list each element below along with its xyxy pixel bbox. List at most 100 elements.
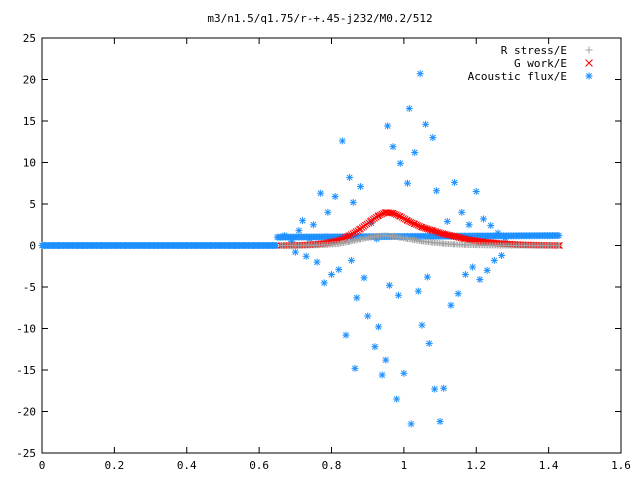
acoustic-flux-point-stroke xyxy=(292,249,299,256)
acoustic-flux-point xyxy=(320,279,328,287)
acoustic-flux-point xyxy=(465,221,473,229)
acoustic-flux-point-stroke xyxy=(429,134,436,141)
g-work-point-stroke xyxy=(425,225,432,233)
acoustic-flux-point-stroke xyxy=(357,183,364,190)
acoustic-flux-point-stroke xyxy=(386,282,393,289)
acoustic-flux-point xyxy=(490,256,498,264)
g-work-point-stroke xyxy=(376,211,384,219)
acoustic-flux-point-stroke xyxy=(395,292,402,299)
acoustic-flux-point-stroke xyxy=(317,190,324,197)
y-tick-label: -25 xyxy=(16,447,36,460)
acoustic-flux-point xyxy=(364,312,372,320)
acoustic-flux-point xyxy=(353,294,361,302)
acoustic-flux-point-stroke xyxy=(447,302,454,309)
y-tick-label: 25 xyxy=(23,32,36,45)
acoustic-flux-point xyxy=(400,369,408,377)
g-work-point-stroke xyxy=(423,225,431,233)
acoustic-flux-point xyxy=(349,198,357,206)
g-work-point-stroke xyxy=(413,221,420,229)
y-tick-label: 20 xyxy=(23,74,36,87)
g-work-point-stroke xyxy=(456,234,463,241)
acoustic-flux-point-stroke xyxy=(393,396,400,403)
acoustic-flux-point xyxy=(405,105,413,113)
acoustic-flux-point-stroke xyxy=(473,188,480,195)
g-work-point-stroke xyxy=(452,233,460,241)
x-tick-label: 1.6 xyxy=(611,459,631,472)
g-work-point-stroke xyxy=(440,230,448,238)
acoustic-flux-point xyxy=(291,248,299,256)
g-work-point xyxy=(407,218,415,226)
x-tick-label: 0.8 xyxy=(322,459,342,472)
acoustic-flux-point xyxy=(407,420,415,428)
g-work-point-stroke xyxy=(409,219,416,227)
acoustic-flux-point-stroke xyxy=(328,271,335,278)
y-tick-label: 0 xyxy=(29,240,36,253)
g-work-point-stroke xyxy=(435,229,443,236)
acoustic-flux-point xyxy=(483,266,491,274)
acoustic-flux-point xyxy=(385,281,393,289)
acoustic-flux-point-stroke xyxy=(466,221,472,228)
acoustic-flux-point-stroke xyxy=(397,160,404,167)
acoustic-flux-point xyxy=(414,287,422,295)
g-work-point-stroke xyxy=(420,224,427,232)
acoustic-flux-point-stroke xyxy=(424,274,431,281)
acoustic-flux-point xyxy=(299,217,307,225)
acoustic-flux-point-stroke xyxy=(324,209,331,216)
acoustic-flux-point xyxy=(458,208,466,216)
acoustic-flux-point xyxy=(306,235,314,243)
acoustic-flux-point-stroke xyxy=(303,253,310,260)
g-work-point-stroke xyxy=(428,226,436,234)
legend-marker-r-stress xyxy=(585,46,593,54)
acoustic-flux-point-stroke xyxy=(491,257,498,264)
acoustic-flux-point xyxy=(461,271,469,279)
acoustic-flux-point xyxy=(432,187,440,195)
acoustic-flux-point xyxy=(472,188,480,196)
acoustic-flux-point-stroke xyxy=(555,232,562,239)
g-work-point-stroke xyxy=(434,228,442,236)
acoustic-flux-point-stroke xyxy=(350,199,357,206)
acoustic-flux-point-stroke xyxy=(352,365,359,372)
acoustic-flux-point-stroke xyxy=(484,267,491,274)
g-work-point xyxy=(387,209,395,217)
acoustic-flux-point xyxy=(347,256,355,264)
g-work-point-stroke xyxy=(392,211,400,218)
acoustic-flux-point-stroke xyxy=(494,230,501,237)
legend-marker-acoustic-flux xyxy=(585,72,593,80)
g-work-point-stroke xyxy=(426,226,434,234)
acoustic-flux-point xyxy=(431,385,439,393)
acoustic-flux-point xyxy=(378,371,386,379)
g-work-point-stroke xyxy=(454,233,462,241)
acoustic-flux-point-stroke xyxy=(371,343,378,350)
acoustic-flux-point-stroke xyxy=(431,386,438,393)
g-work-point xyxy=(414,222,422,229)
legend-marker-acoustic-flux-stroke xyxy=(586,73,592,79)
g-work-point xyxy=(392,211,400,218)
acoustic-flux-point-stroke xyxy=(437,418,444,425)
acoustic-flux-point xyxy=(498,251,506,259)
acoustic-flux-point-stroke xyxy=(415,288,422,295)
acoustic-flux-point-stroke xyxy=(444,218,451,225)
acoustic-flux-point-stroke xyxy=(346,174,353,181)
acoustic-flux-point-stroke xyxy=(332,193,339,200)
x-tick-label: 1 xyxy=(401,459,408,472)
acoustic-flux-point-stroke xyxy=(299,217,306,224)
acoustic-flux-point xyxy=(396,159,404,167)
g-work-point xyxy=(404,217,411,224)
g-work-point-stroke xyxy=(389,209,397,217)
acoustic-flux-point-stroke xyxy=(433,187,440,194)
x-axis: 0 0.2 0.4 0.6 0.8 1 1.2 1.4 1.6 xyxy=(39,38,631,472)
acoustic-flux-point xyxy=(351,364,359,372)
acoustic-flux-point xyxy=(479,215,487,223)
acoustic-flux-point-stroke xyxy=(400,370,407,377)
acoustic-flux-point xyxy=(487,222,495,230)
acoustic-flux-point-stroke xyxy=(273,242,280,249)
y-tick-label: 15 xyxy=(23,115,36,128)
y-tick-label: 5 xyxy=(29,198,36,211)
acoustic-flux-point-stroke xyxy=(422,121,429,128)
g-work-point-stroke xyxy=(391,210,399,218)
acoustic-flux-point-stroke xyxy=(281,232,288,239)
acoustic-flux-point-stroke xyxy=(426,340,433,347)
legend-label-r-stress: R stress/E xyxy=(501,44,567,57)
g-work-point-stroke xyxy=(437,229,445,237)
g-work-point-stroke xyxy=(378,210,386,218)
